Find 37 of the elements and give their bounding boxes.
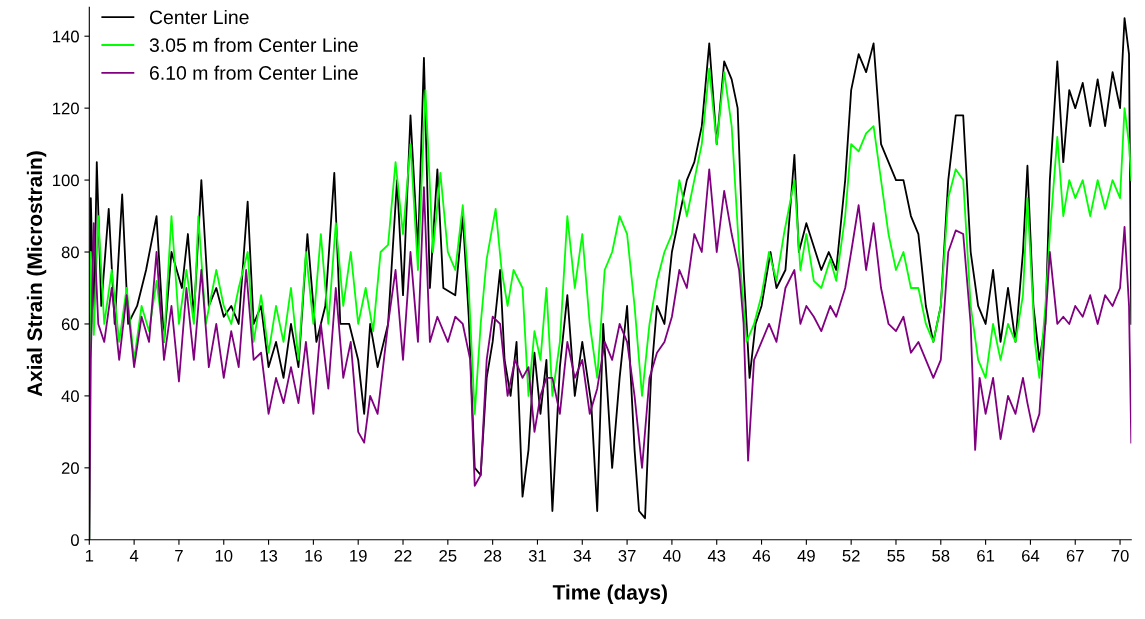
x-tick-label: 31	[528, 549, 546, 562]
x-tick-label: 1	[85, 550, 94, 562]
legend-label: 6.10 m from Center Line	[149, 65, 358, 80]
x-tick-label: 52	[842, 549, 860, 562]
x-tick-label: 40	[663, 549, 681, 562]
x-tick-label: 4	[129, 550, 139, 562]
x-tick-label: 70	[1111, 549, 1129, 562]
legend-label: Center Line	[149, 9, 249, 25]
x-tick-label: 22	[394, 549, 412, 562]
legend-label: 3.05 m from Center Line	[149, 37, 358, 53]
y-tick-label: 120	[53, 102, 79, 115]
y-tick-label: 80	[61, 246, 79, 259]
x-axis-title: Time (days)	[552, 584, 667, 604]
x-tick-label: 13	[260, 549, 278, 562]
x-tick-label: 49	[797, 549, 815, 562]
x-tick-label: 25	[439, 549, 457, 562]
y-tick-label: 140	[53, 30, 79, 43]
x-tick-label: 16	[305, 549, 322, 562]
x-tick-label: 46	[752, 549, 771, 562]
y-tick-label: 0	[70, 534, 79, 546]
x-tick-label: 10	[215, 549, 233, 562]
x-tick-label: 34	[573, 549, 592, 562]
x-tick-label: 55	[887, 550, 905, 562]
x-tick-label: 28	[484, 549, 502, 562]
y-axis-title: Axial Strain (Microstrain)	[26, 151, 47, 397]
x-tick-label: 61	[977, 549, 995, 562]
y-tick-label: 60	[61, 318, 79, 331]
y-tick-label: 40	[61, 390, 79, 403]
x-tick-label: 43	[707, 549, 726, 562]
x-tick-label: 64	[1022, 549, 1040, 562]
x-tick-label: 67	[1066, 549, 1084, 562]
y-tick-label: 20	[61, 462, 79, 475]
x-tick-label: 58	[932, 549, 950, 562]
x-tick-label: 7	[175, 550, 183, 562]
x-tick-label: 37	[618, 549, 636, 562]
y-tick-label: 100	[53, 174, 79, 187]
x-tick-label: 19	[350, 549, 367, 562]
